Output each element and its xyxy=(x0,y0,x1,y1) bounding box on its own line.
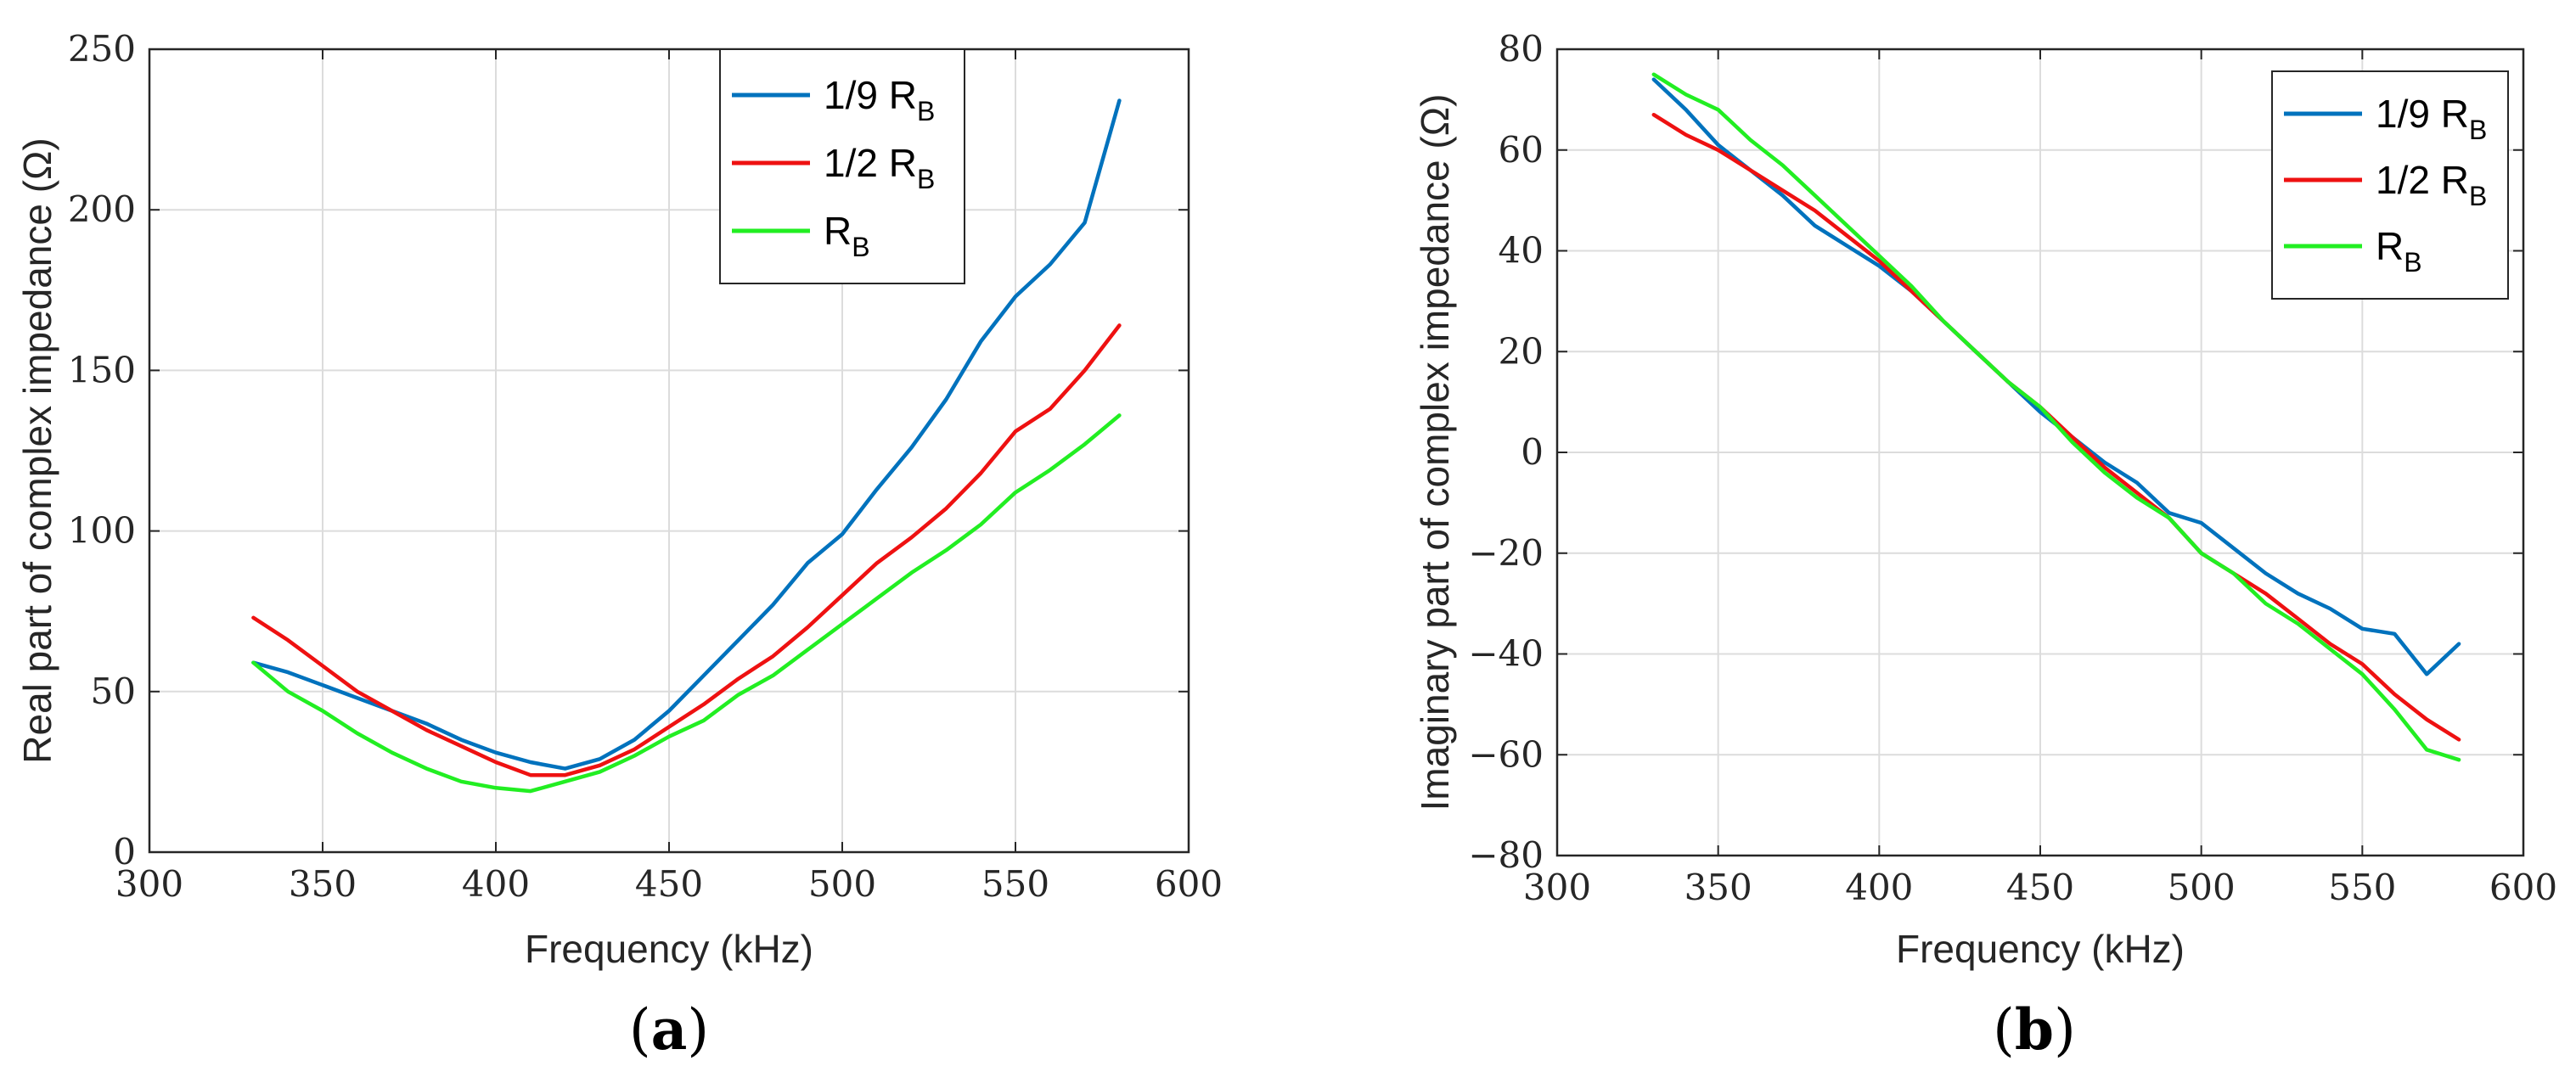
x-axis-label: Frequency (kHz) xyxy=(525,927,813,971)
y-tick-label: 0 xyxy=(113,831,136,873)
series-line-3 xyxy=(1651,72,2461,762)
x-tick-label: 350 xyxy=(1685,867,1752,908)
y-tick-label: 40 xyxy=(1499,230,1544,272)
legend-entry-name: R xyxy=(824,209,852,253)
chart-real-part: 300 350 400 450 500 550 600 0 50 100 150 200 250 Fre… xyxy=(15,28,1223,1063)
chart-imaginary-part: 300 350 400 450 500 550 600 −80 −60 −40 −20 0 20 40 60… xyxy=(1413,28,2557,1063)
y-tick-label: −40 xyxy=(1468,633,1544,675)
y-tick-label: 150 xyxy=(68,349,136,390)
y-tick-label: 50 xyxy=(91,671,136,712)
x-tick-label: 550 xyxy=(981,863,1049,905)
panel-letter: b xyxy=(2015,996,2054,1063)
legend-entry-subscript: B xyxy=(2469,181,2487,211)
legend-box xyxy=(719,48,965,284)
y-tick-label: 0 xyxy=(1521,431,1544,473)
y-tick-label: −80 xyxy=(1468,834,1544,876)
panel-label: (b) xyxy=(1993,996,2076,1063)
x-tick-label: 450 xyxy=(2006,867,2074,908)
legend-entry-name: 1/2 R xyxy=(824,141,917,185)
legend-entry-subscript: B xyxy=(852,232,869,262)
legend-entry-subscript: B xyxy=(2469,115,2487,145)
legend-entry: 1/9 RB xyxy=(2376,92,2487,145)
tick-labels: 300 350 400 450 500 550 600 0 50 100 150 200 250 xyxy=(68,28,1223,905)
x-tick-label: 400 xyxy=(1845,867,1913,908)
x-tick-label: 400 xyxy=(462,863,530,905)
x-tick-label: 300 xyxy=(115,863,183,905)
legend-entry: 1/2 RB xyxy=(2376,158,2487,211)
y-tick-label: −20 xyxy=(1468,532,1544,574)
series-line-2 xyxy=(251,323,1122,777)
legend-entry-name: 1/9 R xyxy=(2376,92,2469,136)
y-tick-label: 200 xyxy=(68,188,136,230)
x-tick-label: 350 xyxy=(289,863,357,905)
y-tick-label: 20 xyxy=(1499,330,1544,372)
y-tick-label: 250 xyxy=(68,28,136,70)
grid-lines xyxy=(1557,49,2523,856)
legend-entry-subscript: B xyxy=(917,96,935,126)
y-tick-label: 100 xyxy=(68,510,136,552)
legend-entry-name: 1/2 R xyxy=(2376,158,2469,202)
series-layer xyxy=(1651,72,2461,762)
tick-labels: 300 350 400 450 500 550 600 −80 −60 −40 −20 0 20 40 60… xyxy=(1468,28,2557,908)
x-tick-label: 600 xyxy=(2489,867,2557,908)
y-tick-label: −60 xyxy=(1468,733,1544,775)
x-axis-label: Frequency (kHz) xyxy=(1896,927,2185,971)
panel-label: (a) xyxy=(629,996,709,1063)
x-tick-label: 300 xyxy=(1523,867,1591,908)
legend-box xyxy=(2271,70,2509,300)
y-axis-label: Real part of complex impedance (Ω) xyxy=(15,137,59,763)
legend-entry: 1/2 RB xyxy=(824,141,935,194)
x-tick-label: 450 xyxy=(635,863,703,905)
y-tick-label: 80 xyxy=(1499,28,1544,70)
x-tick-label: 550 xyxy=(2328,867,2396,908)
x-tick-label: 500 xyxy=(2168,867,2236,908)
legend-entry-subscript: B xyxy=(917,164,935,194)
x-tick-label: 600 xyxy=(1155,863,1223,905)
legend-entry: RB xyxy=(824,209,870,262)
panel-letter: a xyxy=(651,996,688,1063)
y-axis-label: Imaginary part of complex impedance (Ω) xyxy=(1413,94,1457,811)
legend-entry-name: 1/9 R xyxy=(824,73,917,117)
y-tick-label: 60 xyxy=(1499,129,1544,171)
legend-entry: RB xyxy=(2376,224,2422,278)
legend-entry: 1/9 RB xyxy=(824,73,935,126)
series-layer xyxy=(251,98,1122,794)
series-line-3 xyxy=(251,413,1122,794)
legend-entry-name: R xyxy=(2376,224,2404,268)
x-tick-label: 500 xyxy=(808,863,876,905)
legend-entry-subscript: B xyxy=(2404,247,2421,278)
